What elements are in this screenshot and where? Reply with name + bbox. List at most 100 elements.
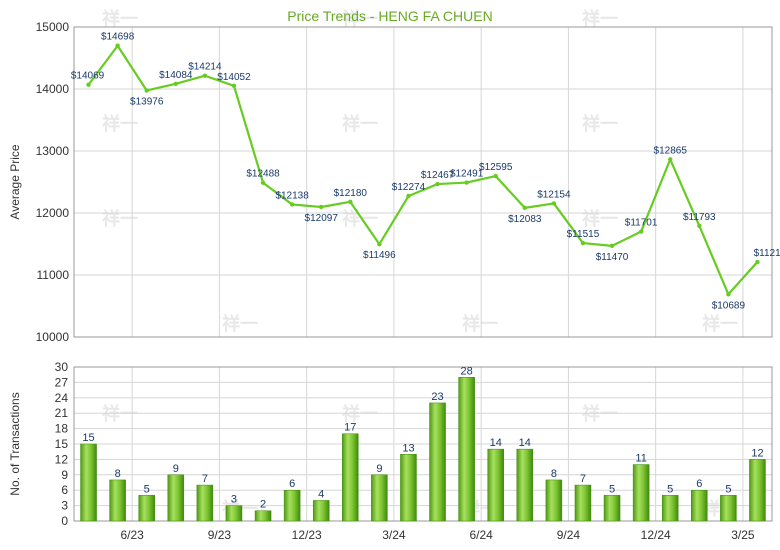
price-line-layer: $14069 $14698 $13976 $14084$14214$14052 $124… [71,32,780,312]
price-point [464,180,469,185]
price-point-label: $12491 [450,169,484,180]
price-point-label: $14052 [217,72,251,83]
transaction-bar-label: 11 [635,453,646,465]
transactions-y-tick-label: 27 [55,375,69,389]
price-point-label: $13976 [130,96,164,107]
price-point-label: $11793 [683,212,716,223]
transaction-bars: 15 8 5 9 7 3 2 6 4 17 9 13 23 28 14 14 8 7 5 11 5 6 5 12 [80,365,766,522]
watermark-layer: 祥一祥一祥一祥一祥一祥一祥一祥一祥一祥一祥一祥一祥一祥一祥一祥一祥一祥一 [102,8,738,519]
x-tick-label: 6/23 [120,528,144,542]
transaction-bar [283,489,301,522]
transaction-bar-label: 28 [461,365,473,377]
transaction-bar-label: 4 [318,488,324,500]
transaction-bar-label: 8 [551,468,557,480]
price-point [697,223,702,229]
price-point-label: $11701 [625,218,658,229]
price-point-label: $12488 [246,169,280,180]
price-plot-frame [73,26,773,338]
transaction-bar-label: 7 [202,473,208,485]
transaction-bar [429,402,446,522]
transactions-y-tick-label: 30 [55,360,69,374]
price-point [638,229,644,234]
watermark-text: 祥一 [342,113,378,134]
price-point [115,43,120,48]
price-point [377,242,382,247]
transaction-bar [458,377,475,522]
price-line [87,44,759,296]
price-point [144,88,149,93]
watermark-text: 祥一 [582,208,618,229]
transactions-y-tick-label: 21 [55,406,69,420]
watermark-text: 祥一 [582,113,618,134]
price-point-label: $11496 [363,250,396,261]
price-point-label: $12097 [305,213,339,224]
price-point-label: $14698 [101,32,135,43]
watermark-text: 祥一 [462,313,498,334]
x-tick-label: 3/24 [382,528,406,542]
transactions-plot-frame [73,366,773,522]
x-tick-label: 9/24 [557,528,581,542]
transaction-bar-label: 14 [519,437,531,449]
x-tick-label: 12/24 [641,528,671,542]
price-y-tick-label: 12000 [36,206,70,220]
transaction-bar [109,479,126,522]
transaction-bar-label: 23 [431,391,443,403]
price-y-axis-title: Average Price [8,144,22,219]
transactions-y-tick-label: 0 [61,514,68,528]
transaction-bar-label: 12 [751,447,763,459]
transactions-y-tick-label: 12 [55,452,69,466]
x-tick-label: 12/23 [292,528,322,542]
watermark-text: 祥一 [342,208,378,229]
transaction-bar [371,474,388,522]
x-tick-label: 6/24 [469,528,493,542]
price-y-ticks: 10000 11000 12000 13000 14000 15000 [36,20,70,344]
price-point [289,202,295,207]
x-tick-label: 3/25 [731,528,755,542]
transactions-y-tick-label: 24 [55,391,69,405]
price-point-label: $12154 [537,189,571,200]
price-point [493,173,498,179]
transaction-bar [400,454,417,522]
price-point [522,205,527,211]
x-axis-ticks: 6/23 9/23 12/23 3/24 6/24 9/24 12/24 3/25 [120,528,754,542]
watermark-text: 祥一 [702,313,738,334]
transaction-bar-label: 5 [667,483,673,495]
transaction-bar-label: 5 [725,483,731,495]
price-point-label: $14214 [188,62,222,73]
price-point-label: $11470 [596,252,629,263]
price-point-label: $11515 [567,229,600,240]
transaction-bar [661,495,679,522]
price-gridlines [73,26,773,338]
x-tick-label: 9/23 [208,528,232,542]
transaction-bar [516,448,534,522]
price-point-label: $10689 [712,300,746,311]
transactions-y-tick-label: 15 [55,437,69,451]
watermark-text: 祥一 [582,8,618,29]
transaction-bar-label: 15 [82,432,94,444]
price-point [319,204,324,210]
price-point-label: $14084 [159,70,193,81]
price-y-tick-label: 13000 [36,144,70,158]
price-point-label: $12138 [275,190,309,201]
transaction-bar-label: 6 [289,478,295,490]
transaction-bar-label: 13 [402,442,414,454]
transaction-bar [545,479,563,522]
transactions-y-tick-label: 6 [61,483,68,497]
price-point [609,243,615,249]
transactions-gridlines [73,366,773,522]
price-point [551,201,557,206]
transaction-bar [196,484,214,522]
price-point-label: $12180 [334,188,368,199]
transactions-y-tick-label: 9 [61,468,68,482]
transaction-bar [254,510,272,522]
price-point [435,181,440,187]
transaction-bar [574,484,592,522]
price-y-tick-label: 11000 [37,268,70,282]
transaction-bar-label: 5 [609,483,615,495]
price-point [726,292,731,297]
price-point-label: $12274 [392,182,426,193]
transactions-y-tick-label: 3 [61,499,68,513]
price-y-tick-label: 15000 [36,20,70,34]
transaction-bar-label: 8 [115,468,121,480]
